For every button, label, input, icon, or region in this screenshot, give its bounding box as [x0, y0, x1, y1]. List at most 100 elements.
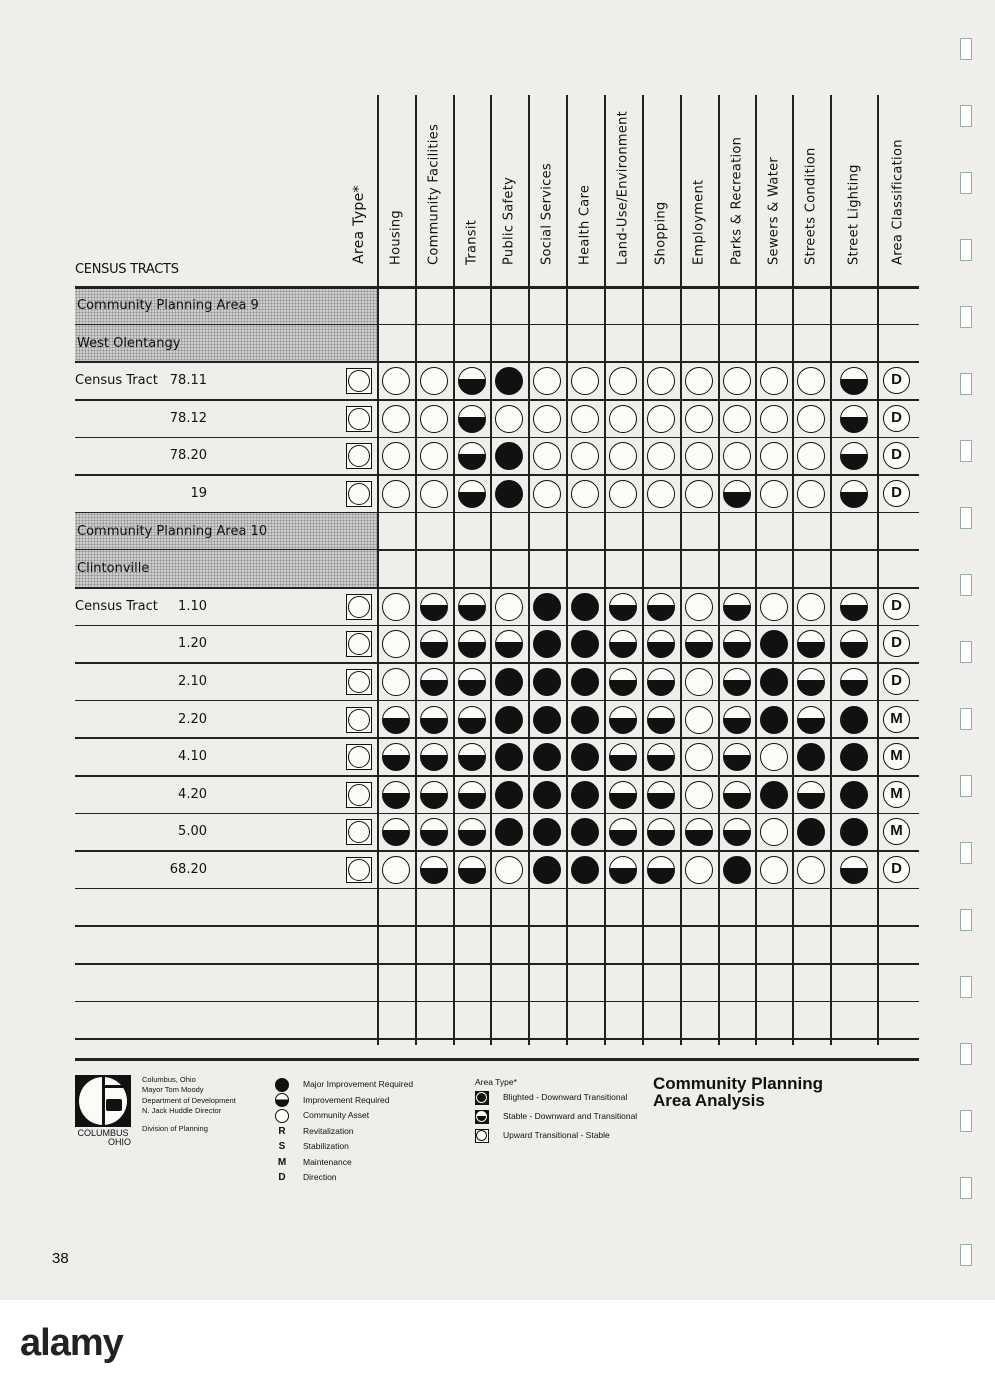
tract-number: 2.10: [178, 674, 207, 689]
rating-major-icon: [839, 818, 868, 847]
column-divider: [642, 95, 644, 1045]
column-header: Social Services: [539, 163, 555, 265]
tract-number: 1.10: [178, 598, 207, 614]
rating-improvement-icon: [382, 818, 410, 847]
credit-mayor: Mayor Tom Moody: [142, 1084, 204, 1094]
rating-improvement-icon: [647, 818, 675, 847]
classification-badge: M: [883, 743, 910, 771]
rating-improvement-icon: [797, 780, 825, 809]
rating-asset-icon: [647, 404, 675, 433]
rating-major-icon: [571, 743, 599, 772]
column-divider: [680, 95, 682, 1045]
rating-major-icon: [533, 818, 561, 847]
binding-hole: [960, 708, 972, 730]
binding-hole: [960, 306, 972, 328]
column-divider: [490, 95, 492, 1045]
rating-asset-icon: [759, 856, 788, 884]
section-label: West Olentangy: [77, 335, 181, 351]
rating-major-icon: [495, 818, 523, 847]
rating-asset-icon: [495, 404, 523, 433]
rating-asset-icon: [382, 592, 410, 621]
classification-letter: M: [277, 1156, 287, 1168]
area-type-legend-title: Area Type*: [475, 1077, 517, 1087]
rating-improvement-icon: [420, 818, 448, 847]
rating-asset-icon: [420, 442, 448, 471]
tract-number: 1.20: [178, 636, 207, 652]
rating-asset-icon: [759, 592, 788, 621]
rating-asset-icon: [420, 404, 448, 433]
rating-asset-icon: [571, 442, 599, 471]
rating-asset-icon: [797, 367, 825, 396]
rating-asset-icon: [685, 480, 713, 508]
column-header: Street Lighting: [846, 164, 861, 265]
columbus-logo: COLUMBUS OHIO: [75, 1075, 131, 1155]
rating-asset-icon: [420, 367, 448, 396]
rating-improvement-icon: [609, 780, 637, 809]
row-divider: [75, 963, 919, 965]
rating-improvement-icon: [647, 668, 675, 696]
legend-improvement-area-type-icon: [475, 1109, 489, 1124]
rating-improvement-icon: [839, 367, 868, 396]
rating-major-icon: [839, 705, 868, 734]
rating-asset-icon: [759, 480, 788, 508]
row-divider: [75, 1038, 919, 1040]
rating-asset-icon: [495, 856, 523, 884]
legend-label: Maintenance: [303, 1156, 352, 1167]
rating-major-icon: [759, 705, 788, 734]
rating-major-icon: [533, 668, 561, 696]
rating-improvement-icon: [647, 705, 675, 734]
rating-asset-icon: [533, 367, 561, 396]
classification-badge: D: [883, 367, 910, 395]
rating-asset-icon: [722, 404, 751, 433]
row-divider: [75, 323, 919, 326]
classification-badge: D: [883, 442, 910, 470]
area-type-icon-upward-transitional-stable: [346, 368, 372, 395]
rating-asset-icon: [533, 442, 561, 471]
area-type-icon-upward-transitional-stable: [346, 744, 372, 771]
rating-major-icon: [571, 818, 599, 847]
rating-improvement-icon: [457, 480, 486, 508]
legend-item: Major Improvement Required: [275, 1077, 413, 1093]
column-divider: [453, 95, 455, 1045]
legend-item: Upward Transitional - Stable: [475, 1126, 637, 1145]
tract-prefix: Census Tract: [75, 598, 158, 614]
legend-item: Blighted - Downward Transitional: [475, 1088, 637, 1107]
rating-asset-icon: [797, 442, 825, 471]
tract-number: 78.11: [169, 373, 207, 389]
binding-hole: [960, 574, 972, 596]
rating-asset-icon: [382, 668, 410, 696]
column-header: Parks & Recreation: [729, 136, 744, 265]
document-page: Area Type* Housing Community Facilities Tra…: [0, 0, 995, 1300]
rating-major-icon: [495, 668, 523, 696]
rating-improvement-icon: [722, 480, 751, 508]
rating-major-icon: [495, 442, 523, 471]
legend-item: D Direction: [275, 1170, 413, 1186]
rating-improvement-icon: [722, 668, 751, 696]
area-type-icon-upward-transitional-stable: [346, 819, 372, 846]
rating-asset-icon: [685, 780, 713, 809]
area-type-icon-upward-transitional-stable: [346, 781, 372, 808]
rating-improvement-icon: [420, 856, 448, 884]
row-divider: [75, 699, 919, 702]
row-divider: [75, 511, 919, 514]
area-type-header: Area Type*: [350, 185, 367, 264]
rating-asset-icon: [685, 592, 713, 621]
credit-director: N. Jack Huddle Director: [142, 1105, 222, 1115]
rating-improvement-icon: [420, 630, 448, 659]
area-type-icon-upward-transitional-stable: [346, 631, 372, 658]
rating-asset-icon: [759, 367, 788, 396]
rating-improvement-icon: [457, 367, 486, 396]
rating-asset-icon: [685, 705, 713, 734]
rating-major-icon: [722, 856, 751, 884]
rating-improvement-icon: [647, 592, 675, 621]
tract-number: 68.20: [169, 862, 207, 877]
rating-asset-icon: [647, 367, 675, 396]
rating-improvement-icon: [609, 818, 637, 847]
rating-asset-icon: [759, 743, 788, 772]
rating-improvement-icon: [457, 404, 486, 433]
row-divider: [75, 850, 919, 852]
credit-division: Division of Planning: [142, 1124, 208, 1133]
row-divider: [75, 474, 919, 476]
rating-asset-icon: [797, 404, 825, 433]
tract-prefix: Census Tract: [75, 373, 158, 389]
